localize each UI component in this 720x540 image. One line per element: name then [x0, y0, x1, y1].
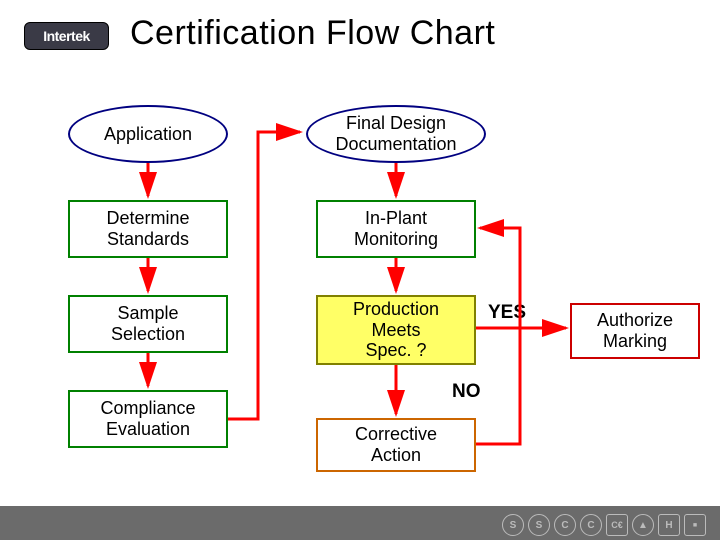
node-production-meets-spec: ProductionMeetsSpec. ? [316, 295, 476, 365]
cert-icon: C [554, 514, 576, 536]
page-title: Certification Flow Chart [130, 14, 495, 53]
footer-bar: S S C C C€ ▲ H ■ [0, 506, 720, 540]
label-yes: YES [488, 302, 526, 324]
cert-icon: ■ [684, 514, 706, 536]
node-final-design-documentation: Final DesignDocumentation [306, 105, 486, 163]
node-in-plant-monitoring: In-PlantMonitoring [316, 200, 476, 258]
cert-icon: S [502, 514, 524, 536]
cert-icon: H [658, 514, 680, 536]
edge-corrective-inplant [476, 228, 520, 444]
logo-intertek: Intertek [24, 22, 109, 50]
node-compliance-evaluation: ComplianceEvaluation [68, 390, 228, 448]
cert-icon: S [528, 514, 550, 536]
cert-icon: C [580, 514, 602, 536]
cert-icon: ▲ [632, 514, 654, 536]
footer-icons: S S C C C€ ▲ H ■ [502, 514, 706, 536]
node-sample-selection: SampleSelection [68, 295, 228, 353]
edge-compliance-final [228, 132, 300, 419]
node-application: Application [68, 105, 228, 163]
node-authorize-marking: AuthorizeMarking [570, 303, 700, 359]
cert-icon: C€ [606, 514, 628, 536]
node-corrective-action: CorrectiveAction [316, 418, 476, 472]
node-determine-standards: DetermineStandards [68, 200, 228, 258]
label-no: NO [452, 381, 481, 403]
